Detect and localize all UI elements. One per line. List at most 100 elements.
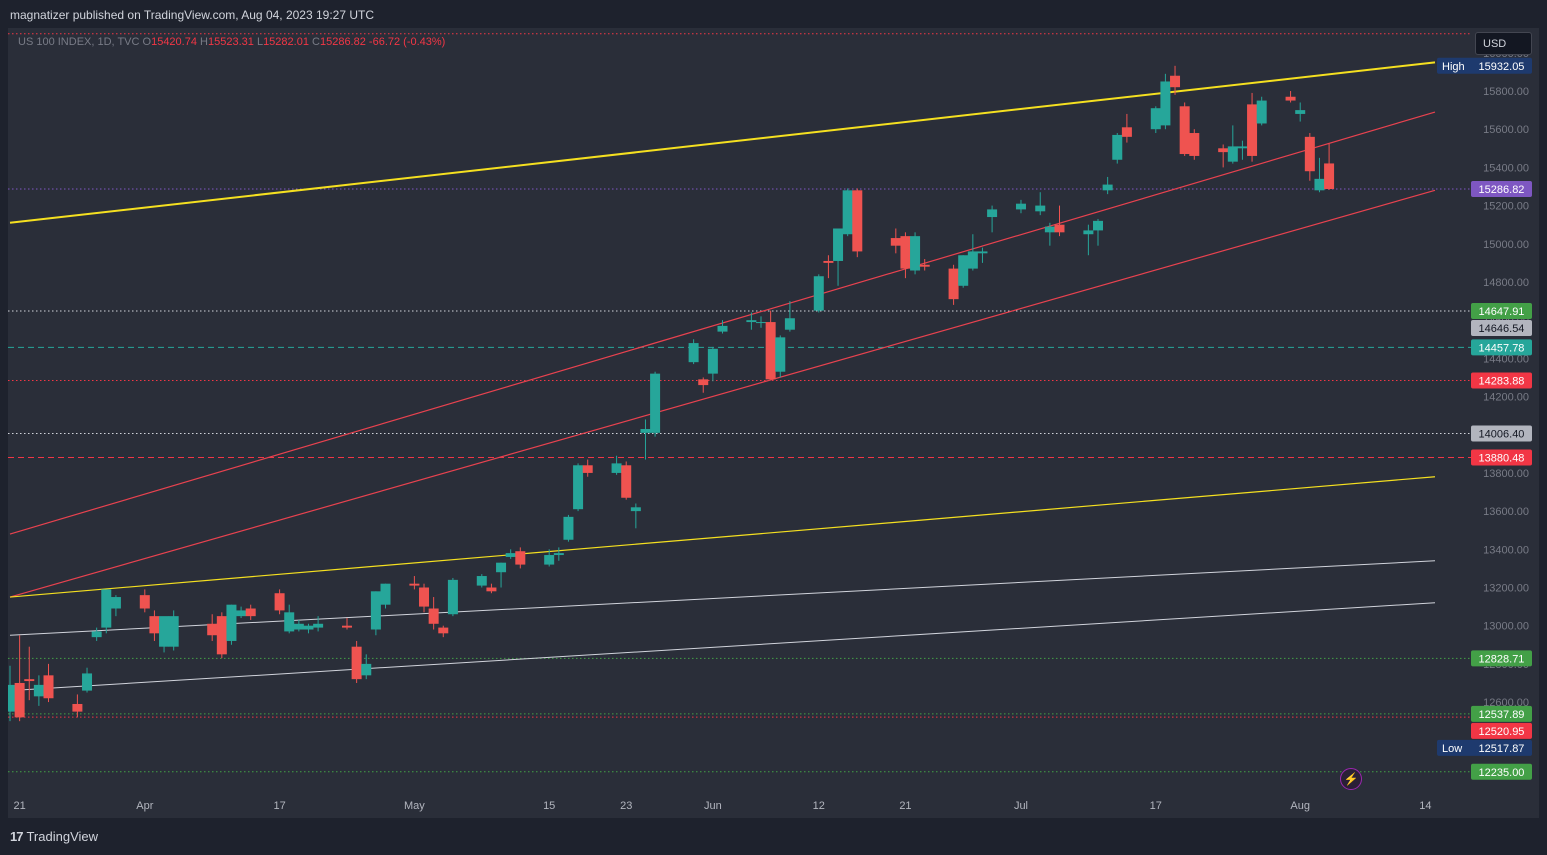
candle-body (640, 429, 651, 433)
white-upper-trendline (9, 560, 1436, 636)
candle-body (505, 553, 516, 557)
time-tick-label: 17 (1150, 800, 1162, 812)
candle-body (919, 264, 930, 267)
price-level-label: 14457.78 (1479, 342, 1525, 354)
currency-button[interactable]: USD (1475, 32, 1532, 55)
candle-body (775, 337, 786, 372)
price-level-label-bg (1471, 425, 1532, 442)
candle-body (1227, 146, 1238, 162)
candle-body (91, 631, 102, 638)
high-marker-bg (1437, 57, 1532, 74)
candle-body (515, 551, 526, 565)
candle-body (948, 268, 959, 300)
candle-body (476, 576, 487, 586)
candle-body (784, 318, 795, 330)
candle-body (900, 236, 911, 269)
candle-body (447, 579, 458, 615)
price-level-label: 12520.95 (1479, 726, 1525, 738)
price-tick-label: 15600.00 (1483, 124, 1529, 136)
candle-body (890, 238, 901, 246)
top-bar: magnatizer published on TradingView.com,… (0, 0, 1547, 28)
high-value: 15523.31 (207, 36, 254, 48)
candle-body (72, 703, 83, 712)
tradingview-logo-text: TradingView (26, 829, 99, 844)
tradingview-logo[interactable]: 17 TradingView (10, 829, 98, 844)
candle-body (159, 616, 170, 647)
candle-body (14, 682, 25, 718)
candle-body (611, 463, 622, 473)
price-level-label-bg (1471, 372, 1532, 389)
candle-body (977, 251, 988, 254)
price-level-label-bg (1471, 705, 1532, 722)
candle-body (216, 616, 227, 655)
price-tick-label: 15800.00 (1483, 86, 1529, 98)
candle-body (1054, 224, 1065, 233)
candle-body (409, 583, 420, 586)
price-tick-label: 13800.00 (1483, 468, 1529, 480)
low-marker-value: 12517.87 (1479, 743, 1525, 755)
candle-body (1015, 203, 1026, 210)
price-level-label: 14283.88 (1479, 376, 1525, 388)
time-tick-label: Apr (136, 800, 153, 812)
candle-body (1160, 81, 1171, 126)
time-tick-label: Aug (1290, 800, 1310, 812)
lightning-bolt-icon[interactable]: ⚡ (1340, 768, 1362, 790)
price-tick-label: 15200.00 (1483, 201, 1529, 213)
candle-body (370, 591, 381, 630)
candle-body (842, 190, 853, 235)
candle-body (82, 673, 93, 691)
candle-body (428, 608, 439, 624)
low-value: 15282.01 (263, 36, 309, 48)
candle-body (1256, 100, 1267, 124)
candle-body (438, 627, 449, 634)
price-level-label: 12537.89 (1479, 709, 1525, 721)
candle-body (380, 583, 391, 605)
candle-body (1304, 136, 1315, 172)
price-level-label-bg (1471, 763, 1532, 780)
candle-body (313, 623, 324, 628)
price-level-label-bg (1471, 303, 1532, 320)
low-label: L (256, 36, 264, 48)
price-tick-label: 13000.00 (1483, 621, 1529, 633)
candle-body (8, 684, 15, 712)
high-marker-tag: High (1442, 61, 1465, 73)
yellow-lower-trendline (9, 476, 1436, 598)
candle-body (756, 322, 767, 324)
time-tick-label: Jul (1014, 800, 1028, 812)
time-tick-label: 14 (1419, 800, 1431, 812)
candle-body (1083, 230, 1094, 235)
candle-body (987, 209, 998, 218)
publisher-caption: magnatizer published on TradingView.com,… (10, 8, 375, 22)
candle-body (1044, 226, 1055, 233)
candle-body (707, 348, 718, 374)
candle-body (245, 608, 256, 617)
candle-body (361, 663, 372, 676)
candle-body (1189, 133, 1200, 156)
price-tick-label: 15000.00 (1483, 239, 1529, 251)
price-level-label-bg (1471, 650, 1532, 667)
close-label: C (312, 36, 320, 48)
close-value: 15286.82 (319, 36, 366, 48)
price-tick-label: 13600.00 (1483, 506, 1529, 518)
time-tick-label: 15 (543, 800, 555, 812)
price-level-label: 14646.54 (1479, 323, 1525, 335)
candle-body (573, 465, 584, 510)
candle-body (852, 190, 863, 252)
candlestick-chart[interactable]: 12600.0012800.0013000.0013200.0013400.00… (8, 28, 1539, 818)
price-level-label: 12828.71 (1479, 653, 1525, 665)
price-tick-label: 13200.00 (1483, 582, 1529, 594)
price-level-label: 14006.40 (1479, 429, 1525, 441)
price-level-label-bg (1471, 722, 1532, 739)
chart-area[interactable]: 12600.0012800.0013000.0013200.0013400.00… (8, 28, 1539, 818)
tradingview-mark-icon: 17 (10, 829, 24, 844)
time-tick-label: 23 (620, 800, 632, 812)
candle-body (630, 507, 641, 512)
candle-body (293, 623, 304, 630)
open-label: O (142, 36, 152, 48)
low-marker-tag: Low (1442, 743, 1462, 755)
price-level-label: 14647.91 (1479, 306, 1525, 318)
time-tick-label: Jun (704, 800, 722, 812)
price-tick-label: 14200.00 (1483, 392, 1529, 404)
candle-body (553, 553, 564, 556)
time-tick-label: 21 (14, 800, 26, 812)
